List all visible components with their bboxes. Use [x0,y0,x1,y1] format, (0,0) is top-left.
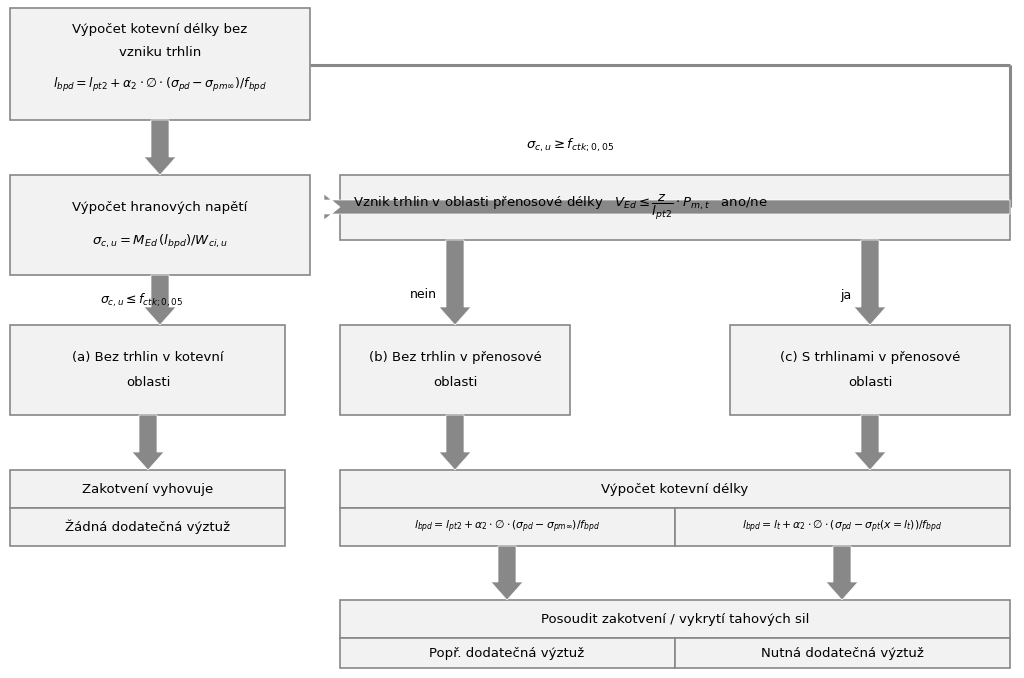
Text: Nutná dodatečná výztuž: Nutná dodatečná výztuž [761,647,924,660]
FancyBboxPatch shape [10,508,285,546]
FancyBboxPatch shape [10,175,310,275]
Text: (c) S trhlinami v přenosové: (c) S trhlinami v přenosové [780,351,961,363]
Text: $\sigma_{c,u} = M_{Ed}\,(l_{bpd})/W_{ci,u}$: $\sigma_{c,u} = M_{Ed}\,(l_{bpd})/W_{ci,… [92,233,228,251]
Text: Popř. dodatečná výztuž: Popř. dodatečná výztuž [429,647,585,660]
FancyBboxPatch shape [340,175,1010,240]
Text: oblasti: oblasti [848,376,892,389]
Text: Žádná dodatečná výztuž: Žádná dodatečná výztuž [66,520,230,534]
FancyBboxPatch shape [10,470,285,508]
Text: (a) Bez trhlin v kotevní: (a) Bez trhlin v kotevní [72,351,224,363]
Polygon shape [854,240,886,325]
FancyBboxPatch shape [730,325,1010,415]
Text: ja: ja [840,289,851,302]
Text: Vznik trhlin v oblasti přenosové délky   $V_{Ed} \leq \dfrac{z}{l_{pt2}} \cdot P: Vznik trhlin v oblasti přenosové délky $… [352,193,767,222]
Polygon shape [324,194,1010,220]
Text: $\sigma_{c,u} \geq f_{ctk;0,05}$: $\sigma_{c,u} \geq f_{ctk;0,05}$ [526,136,614,154]
FancyBboxPatch shape [340,470,1010,508]
FancyBboxPatch shape [340,325,570,415]
Text: $l_{bpd} = l_t + \alpha_2 \cdot \emptyset \cdot (\sigma_{pd} - \sigma_{pt}(x{=}l: $l_{bpd} = l_t + \alpha_2 \cdot \emptyse… [741,519,942,535]
Text: nein: nein [410,289,437,302]
Text: $\sigma_{c,u} \leq f_{ctk;0,05}$: $\sigma_{c,u} \leq f_{ctk;0,05}$ [100,292,183,308]
Polygon shape [144,275,176,325]
FancyBboxPatch shape [675,638,1010,668]
Polygon shape [144,120,176,175]
Polygon shape [490,546,523,600]
Text: oblasti: oblasti [126,376,170,389]
Polygon shape [439,240,471,325]
Text: (b) Bez trhlin v přenosové: (b) Bez trhlin v přenosové [369,351,542,363]
Text: $l_{bpd} = l_{pt2} + \alpha_2 \cdot \emptyset \cdot (\sigma_{pd} - \sigma_{pm\in: $l_{bpd} = l_{pt2} + \alpha_2 \cdot \emp… [53,76,267,94]
Text: Posoudit zakotvení / vykrytí tahových sil: Posoudit zakotvení / vykrytí tahových si… [541,612,809,626]
Polygon shape [132,415,164,470]
Polygon shape [854,415,886,470]
Text: vzniku trhlin: vzniku trhlin [119,45,201,58]
FancyBboxPatch shape [340,638,675,668]
Text: Výpočet kotevní délky bez: Výpočet kotevní délky bez [73,24,248,37]
FancyBboxPatch shape [340,508,675,546]
Text: $l_{bpd} = l_{pt2} + \alpha_2 \cdot \emptyset \cdot (\sigma_{pd} - \sigma_{pm\in: $l_{bpd} = l_{pt2} + \alpha_2 \cdot \emp… [414,519,600,535]
Polygon shape [826,546,858,600]
Text: Výpočet hranových napětí: Výpočet hranových napětí [73,201,248,214]
FancyBboxPatch shape [10,325,285,415]
Polygon shape [439,415,471,470]
FancyBboxPatch shape [340,600,1010,638]
Text: Výpočet kotevní délky: Výpočet kotevní délky [601,483,749,496]
Text: Zakotvení vyhovuje: Zakotvení vyhovuje [82,483,214,496]
FancyBboxPatch shape [10,8,310,120]
Text: oblasti: oblasti [433,376,477,389]
FancyBboxPatch shape [675,508,1010,546]
